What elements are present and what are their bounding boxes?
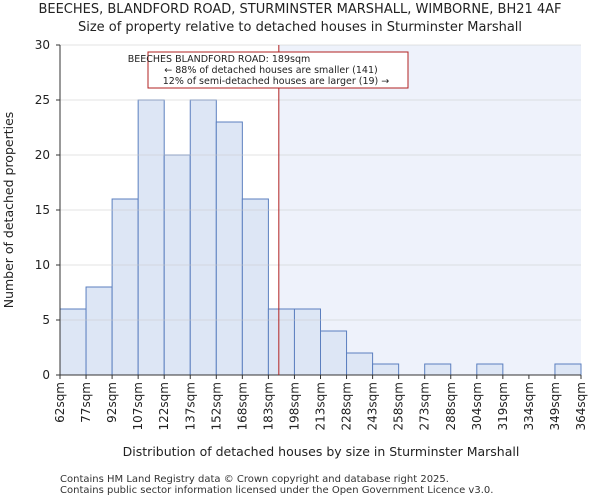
x-tick-label: 168sqm xyxy=(235,382,249,430)
bar-92sqm xyxy=(111,198,139,376)
chart-title: BEECHES, BLANDFORD ROAD, STURMINSTER MAR… xyxy=(38,2,562,17)
annotation-line-2: ← 88% of detached houses are smaller (14… xyxy=(164,65,377,76)
bar-183sqm xyxy=(267,308,295,376)
x-tick-label: 349sqm xyxy=(548,382,562,430)
y-tick-label: 5 xyxy=(42,313,50,327)
bar-243sqm xyxy=(372,363,400,376)
annotation-line-3: 12% of semi-detached houses are larger (… xyxy=(163,76,390,87)
x-tick-label: 183sqm xyxy=(261,382,275,430)
y-axis-label: Number of detached properties xyxy=(1,112,16,309)
x-tick-label: 258sqm xyxy=(392,382,406,430)
bar-137sqm xyxy=(189,99,217,376)
y-tick-label: 25 xyxy=(35,93,50,107)
annotation-line-1: BEECHES BLANDFORD ROAD: 189sqm xyxy=(128,54,311,65)
bar-62sqm xyxy=(59,308,87,376)
bar-228sqm xyxy=(346,352,374,376)
bar-152sqm xyxy=(215,121,243,376)
x-tick-label: 304sqm xyxy=(470,382,484,430)
bar-chart: 0 5 10 15 20 25 30 62sqm 77sqm 92sqm 107sqm 122sqm… xyxy=(1,38,588,459)
x-tick-label: 77sqm xyxy=(79,382,93,423)
annotation-box xyxy=(147,51,409,89)
bar-77sqm xyxy=(85,286,113,376)
bar-213sqm xyxy=(320,330,348,376)
x-tick-label: 228sqm xyxy=(340,382,354,430)
x-tick-label: 92sqm xyxy=(105,382,119,423)
x-tick-label: 319sqm xyxy=(496,382,510,430)
x-tick-label: 243sqm xyxy=(366,382,380,430)
x-tick-label: 273sqm xyxy=(418,382,432,430)
x-tick-label: 198sqm xyxy=(287,382,301,430)
bar-273sqm xyxy=(424,363,452,376)
x-tick-label: 152sqm xyxy=(209,382,223,430)
x-tick-label: 213sqm xyxy=(314,382,328,430)
x-tick-label: 122sqm xyxy=(157,382,171,430)
x-tick-label: 288sqm xyxy=(444,382,458,430)
x-tick-label: 137sqm xyxy=(183,382,197,430)
bar-349sqm xyxy=(554,363,582,376)
bar-198sqm xyxy=(293,308,322,376)
x-tick-label: 62sqm xyxy=(53,382,67,423)
bar-168sqm xyxy=(241,198,269,376)
chart-subtitle: Size of property relative to detached ho… xyxy=(77,20,523,35)
x-axis-label: Distribution of detached houses by size … xyxy=(123,444,520,459)
y-tick-label: 15 xyxy=(35,203,50,217)
x-tick-label: 364sqm xyxy=(574,382,588,430)
footer-licence: Contains public sector information licen… xyxy=(60,485,494,496)
x-tick-label: 334sqm xyxy=(522,382,536,430)
y-tick-label: 0 xyxy=(42,368,50,382)
y-tick-label: 20 xyxy=(35,148,50,162)
y-tick-label: 10 xyxy=(35,258,50,272)
y-tick-label: 30 xyxy=(35,38,50,52)
footer-copyright: Contains HM Land Registry data © Crown c… xyxy=(60,474,449,485)
x-tick-label: 107sqm xyxy=(131,382,145,430)
bar-304sqm xyxy=(476,363,504,376)
bar-107sqm xyxy=(137,99,165,376)
